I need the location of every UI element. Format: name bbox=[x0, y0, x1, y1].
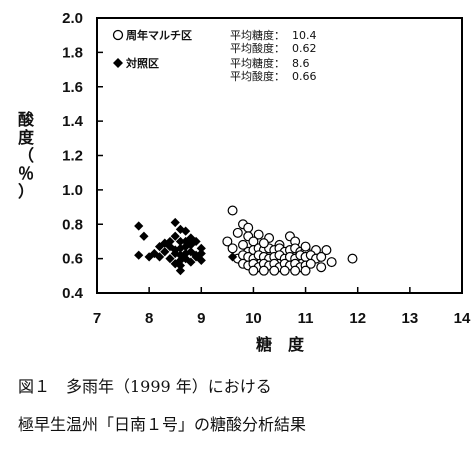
figure-caption-line-2: 極早生温州「日南１号」の糖酸分析結果 bbox=[18, 415, 307, 434]
stat-value-control-acid: 0.66 bbox=[292, 70, 317, 83]
control-point bbox=[175, 236, 186, 247]
control-point bbox=[160, 238, 170, 248]
stat-value-mulch-acid: 0.62 bbox=[292, 42, 317, 55]
y-tick-label: 1.6 bbox=[62, 79, 83, 96]
y-tick-label: 1.2 bbox=[62, 148, 83, 165]
mulch-point bbox=[243, 222, 254, 233]
control-point bbox=[170, 231, 180, 241]
stat-label-control-acid: 平均酸度： bbox=[230, 69, 285, 83]
y-axis-label-char: ） bbox=[18, 182, 34, 201]
mulch-point bbox=[269, 265, 280, 276]
mulch-point bbox=[227, 205, 238, 216]
stat-label-mulch-brix: 平均糖度： bbox=[230, 28, 285, 42]
x-tick-label: 8 bbox=[145, 310, 153, 327]
control-point bbox=[139, 231, 149, 241]
stat-label-mulch-acid: 平均酸度： bbox=[230, 41, 285, 55]
control-point bbox=[196, 255, 206, 265]
control-point bbox=[165, 254, 175, 264]
control-point bbox=[186, 257, 196, 267]
y-axis-ticks: 0.4 0.6 0.8 1.0 1.2 1.4 1.6 1.8 2.0 bbox=[62, 10, 103, 302]
x-tick-label: 14 bbox=[454, 310, 471, 327]
mulch-point bbox=[316, 262, 327, 273]
x-tick-label: 7 bbox=[93, 310, 101, 327]
data-points bbox=[134, 205, 358, 276]
legend-marker-control bbox=[113, 58, 123, 68]
control-point bbox=[154, 252, 165, 262]
y-tick-label: 1.4 bbox=[62, 113, 84, 130]
mulch-point bbox=[326, 257, 337, 268]
mulch-point bbox=[248, 265, 259, 276]
stat-label-control-brix: 平均糖度： bbox=[230, 56, 285, 70]
scatter-chart: 0.4 0.6 0.8 1.0 1.2 1.4 1.6 1.8 2.0 7 8 9 10 11 12 13 1… bbox=[18, 10, 471, 354]
control-point bbox=[181, 226, 191, 236]
x-axis-ticks: 7 8 9 10 11 12 13 14 bbox=[93, 287, 471, 327]
control-point bbox=[134, 221, 144, 231]
mulch-point bbox=[227, 243, 238, 254]
control-point bbox=[227, 252, 238, 262]
control-point bbox=[181, 236, 191, 247]
mulch-point bbox=[300, 241, 311, 252]
y-tick-label: 0.8 bbox=[62, 216, 83, 233]
y-tick-label: 1.0 bbox=[62, 182, 83, 199]
mulch-point bbox=[279, 265, 290, 276]
control-point bbox=[134, 250, 144, 260]
mulch-point bbox=[232, 227, 243, 238]
mulch-point bbox=[253, 229, 264, 240]
control-point bbox=[160, 247, 170, 257]
control-point bbox=[170, 217, 180, 228]
x-tick-label: 12 bbox=[349, 310, 366, 327]
y-tick-label: 1.8 bbox=[62, 44, 83, 61]
x-tick-label: 13 bbox=[402, 310, 419, 327]
control-point bbox=[144, 252, 154, 262]
mulch-point bbox=[347, 253, 358, 264]
x-axis-label: 糖 度 bbox=[256, 335, 305, 354]
y-tick-label: 2.0 bbox=[62, 10, 83, 27]
y-tick-label: 0.6 bbox=[62, 251, 83, 268]
control-point bbox=[196, 243, 206, 253]
mulch-point bbox=[222, 236, 233, 247]
y-axis-label-char: 酸 bbox=[18, 110, 35, 129]
y-tick-label: 0.4 bbox=[62, 285, 84, 302]
legend-marker-mulch bbox=[112, 29, 124, 41]
mulch-point bbox=[238, 239, 249, 250]
mulch-point bbox=[300, 265, 311, 276]
mulch-point bbox=[316, 251, 327, 262]
mulch-point bbox=[321, 245, 332, 256]
control-point bbox=[175, 266, 186, 276]
legend-label-control: 対照区 bbox=[125, 56, 159, 70]
y-axis-label-char: ％ bbox=[18, 164, 34, 183]
mulch-point bbox=[305, 258, 316, 269]
x-tick-label: 9 bbox=[197, 310, 205, 327]
stat-value-control-brix: 8.6 bbox=[292, 57, 310, 70]
control-point bbox=[175, 260, 186, 271]
x-tick-label: 11 bbox=[298, 310, 314, 327]
y-axis-label: 酸度（％） bbox=[18, 110, 35, 201]
control-point bbox=[170, 245, 180, 255]
legend-label-mulch: 周年マルチ区 bbox=[126, 28, 192, 42]
y-axis-label-char: 度 bbox=[18, 128, 35, 147]
x-tick-label: 10 bbox=[245, 310, 262, 327]
mulch-point bbox=[290, 265, 301, 276]
stat-value-mulch-brix: 10.4 bbox=[292, 29, 317, 42]
mulch-point bbox=[258, 238, 269, 249]
y-axis-label-char: （ bbox=[18, 146, 34, 165]
mulch-point bbox=[258, 265, 269, 276]
figure-caption-line-1: 図１ 多雨年（1999 年）における bbox=[18, 377, 272, 396]
legend: 周年マルチ区 対照区 平均糖度： 10.4 平均酸度： 0.62 平均糖度： 8… bbox=[112, 28, 317, 83]
